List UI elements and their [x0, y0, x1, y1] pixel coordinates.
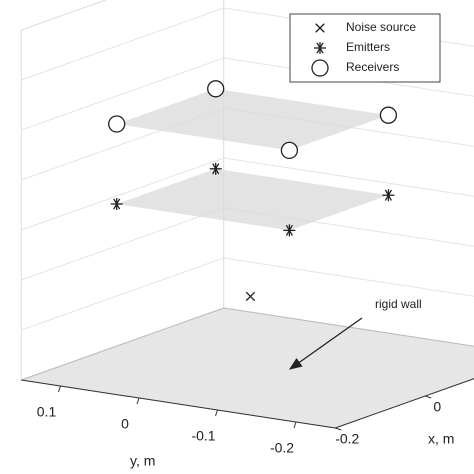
x-tick-label: -0.2	[335, 431, 359, 447]
noise-marker	[245, 291, 256, 302]
wall-guide	[21, 207, 224, 281]
marker-stroke	[315, 23, 325, 33]
receiver-marker	[379, 106, 398, 124]
wall-guide	[21, 157, 224, 231]
y-tick-label: -0.2	[270, 440, 294, 456]
emitter-marker	[283, 224, 296, 237]
receiver-marker	[280, 141, 299, 160]
array-plane	[116, 88, 389, 151]
receiver-marker	[207, 80, 225, 98]
legend-label: Emitters	[346, 40, 390, 54]
y-axis-line	[21, 379, 336, 429]
emitter-marker	[314, 42, 326, 54]
x-axis-label: x, m	[428, 431, 454, 447]
legend: Noise source Emitters Receivers	[289, 13, 441, 83]
annotation: rigid wall	[375, 297, 422, 311]
wall-guide	[223, 257, 474, 297]
emitter-marker	[209, 162, 222, 175]
legend-label: Receivers	[346, 60, 399, 74]
receiver-marker	[311, 59, 329, 77]
y-tick-label: 0.1	[37, 404, 57, 420]
noise-marker	[315, 23, 325, 33]
y-tick-label: 0	[121, 416, 129, 432]
x-axis-line	[335, 378, 474, 429]
legend-label: Noise source	[346, 20, 416, 34]
y-tick	[215, 409, 218, 417]
array-plane	[116, 168, 389, 231]
y-tick	[293, 421, 297, 429]
y-tick	[136, 397, 140, 405]
y-axis-label: y, m	[130, 453, 155, 469]
y-tick-label: -0.1	[191, 428, 215, 444]
points	[108, 80, 398, 302]
wall-guide	[21, 7, 224, 81]
marker-stroke	[245, 291, 256, 302]
x-tick-label: 0	[433, 399, 441, 415]
emitter-marker	[382, 189, 395, 202]
x-tick	[425, 395, 432, 399]
annotation-arrow	[288, 317, 363, 370]
wall-guide	[223, 157, 474, 197]
receiver-marker	[108, 115, 126, 133]
y-tick	[58, 385, 61, 393]
wall-guide	[21, 57, 224, 131]
emitter-marker	[110, 198, 123, 210]
array-planes	[116, 88, 389, 231]
wall-guide	[21, 257, 224, 331]
x-tick	[335, 427, 342, 431]
